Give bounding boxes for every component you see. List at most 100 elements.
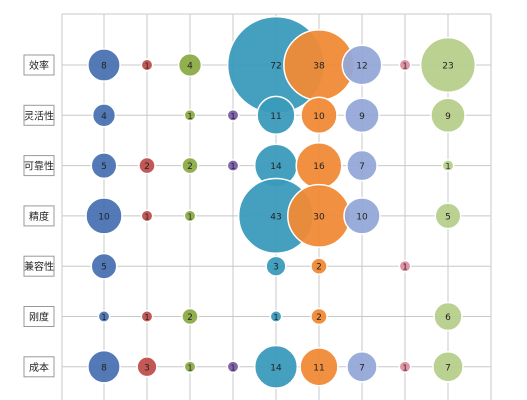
- bubble-label: 16: [313, 162, 325, 172]
- bubble-label: 11: [313, 363, 324, 373]
- bubble-label: 9: [359, 112, 365, 122]
- bubble-label: 38: [313, 62, 325, 72]
- row-label-box: [23, 356, 55, 378]
- bubble: [87, 349, 121, 384]
- bubble-label: 11: [270, 112, 281, 122]
- bubble: [300, 96, 338, 135]
- bubble: [87, 48, 121, 82]
- bubble-label: 1: [402, 263, 407, 272]
- bubble-label: 23: [442, 62, 453, 72]
- bubble-label: 1: [273, 313, 278, 322]
- bubble-label: 2: [144, 162, 150, 172]
- bubble: [344, 97, 380, 134]
- bubble-label: 8: [101, 363, 107, 373]
- bubble-label: 2: [316, 263, 322, 273]
- bubble-label: 1: [101, 313, 106, 322]
- bubble: [432, 350, 464, 383]
- bubble-label: 12: [356, 62, 367, 72]
- row-label-box: [23, 255, 55, 277]
- bubble: [226, 159, 240, 173]
- bubble: [398, 360, 412, 374]
- bubble-label: 4: [187, 62, 193, 72]
- bubble: [310, 307, 328, 326]
- row-label-box: [23, 155, 55, 177]
- row-label: 精度: [29, 210, 49, 223]
- bubble: [346, 350, 378, 383]
- bubble: [310, 257, 328, 276]
- bubble: [181, 307, 199, 326]
- bubble: [265, 255, 287, 277]
- bubble-label: 5: [101, 162, 107, 172]
- bubble: [91, 103, 117, 128]
- bubble: [434, 202, 462, 230]
- bubble-label: 1: [187, 212, 192, 221]
- bubble: [346, 149, 378, 182]
- bubble-label: 14: [270, 363, 282, 373]
- bubble-label: 1: [144, 212, 149, 221]
- row-label: 灵活性: [24, 109, 54, 122]
- bubble-label: 43: [270, 212, 281, 222]
- bubble: [269, 310, 283, 323]
- row-label-box: [23, 205, 55, 227]
- bubble-label: 7: [445, 363, 451, 373]
- bubble-label: 1: [445, 162, 450, 171]
- bubble-label: 2: [187, 162, 193, 172]
- row-label: 可靠性: [24, 160, 54, 173]
- row-label: 兼容性: [24, 260, 54, 273]
- row-label-box: [23, 306, 55, 327]
- bubble: [177, 52, 203, 78]
- bubble-label: 1: [230, 363, 235, 372]
- bubble-label: 5: [445, 212, 451, 222]
- bubble: [136, 356, 158, 378]
- row-label-box: [23, 54, 55, 76]
- bubble-label: 10: [356, 212, 368, 222]
- bubble-label: 1: [144, 313, 149, 322]
- bubble: [181, 156, 199, 175]
- row-label: 成本: [29, 361, 49, 374]
- bubble: [226, 360, 240, 374]
- bubble-label: 9: [445, 112, 451, 122]
- bubble-label: 10: [313, 112, 325, 122]
- bubble: [441, 159, 455, 173]
- bubble: [140, 58, 154, 72]
- bubble-label: 1: [402, 363, 407, 372]
- bubble-label: 1: [187, 363, 192, 372]
- bubble-label: 30: [313, 212, 325, 222]
- bubble-label: 7: [359, 162, 365, 172]
- bubble: [140, 310, 154, 323]
- bubble: [97, 310, 111, 323]
- bubble-label: 1: [230, 162, 235, 171]
- bubble-label: 3: [144, 363, 150, 373]
- bubble-label: 5: [101, 263, 107, 273]
- bubble: [398, 259, 412, 273]
- bubble: [138, 156, 156, 175]
- bubble-label: 10: [98, 212, 110, 222]
- bubble: [183, 108, 197, 122]
- bubble-label: 1: [144, 62, 149, 71]
- bubble-label: 2: [316, 313, 322, 323]
- bubble-label: 2: [187, 313, 193, 323]
- bubble-label: 6: [445, 313, 451, 323]
- bubble-label: 1: [187, 112, 192, 121]
- bubble: [183, 209, 197, 223]
- bubble: [183, 360, 197, 374]
- bubble: [90, 252, 118, 280]
- bubble-label: 3: [273, 263, 279, 273]
- bubble-label: 8: [101, 62, 107, 72]
- bubble: [343, 197, 381, 235]
- bubble: [419, 36, 477, 94]
- bubble: [253, 344, 299, 389]
- bubble-label: 14: [270, 162, 282, 172]
- bubble-label: 72: [270, 62, 281, 72]
- bubble: [433, 301, 463, 332]
- bubble: [85, 197, 123, 235]
- row-label-box: [23, 104, 55, 126]
- bubble-label: 7: [359, 363, 365, 373]
- bubble: [430, 97, 466, 134]
- row-label: 效率: [29, 59, 49, 72]
- bubble: [299, 347, 339, 387]
- bubble: [140, 209, 154, 223]
- bubble: [341, 44, 383, 86]
- bubble-label: 4: [101, 112, 107, 122]
